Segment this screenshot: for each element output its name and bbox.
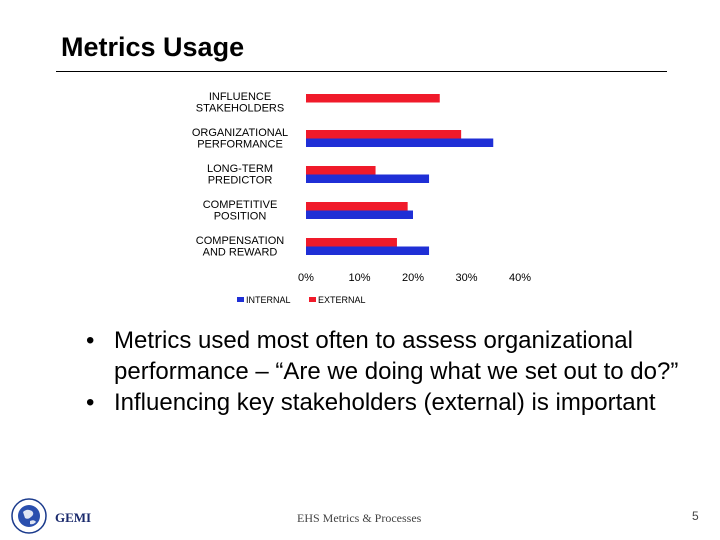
category-label: COMPENSATION	[196, 235, 284, 247]
internal-legend-swatch	[237, 297, 244, 302]
internal-bar	[306, 174, 430, 183]
category-label: ORGANIZATIONAL	[192, 127, 288, 139]
category-label: COMPETITIVE	[203, 199, 278, 211]
external-bar	[306, 202, 408, 211]
x-tick-label: 30%	[455, 272, 477, 284]
category-label: PREDICTOR	[208, 175, 273, 187]
x-tick-label: 0%	[298, 272, 314, 284]
category-label: POSITION	[214, 211, 267, 223]
category-label: AND REWARD	[203, 247, 278, 259]
category-label: INFLUENCE	[209, 91, 271, 103]
bullet-marker: •	[86, 389, 95, 416]
globe-logo-icon	[11, 498, 47, 534]
x-tick-label: 40%	[509, 272, 531, 284]
external-bar	[306, 166, 376, 175]
internal-bar	[306, 210, 413, 219]
external-bar	[306, 238, 397, 247]
internal-bar	[306, 246, 430, 255]
category-label: LONG-TERM	[207, 163, 273, 175]
external-bar	[306, 130, 462, 139]
legend-label: EXTERNAL	[318, 295, 366, 305]
legend-label: INTERNAL	[246, 295, 291, 305]
title-divider	[56, 71, 667, 72]
x-tick-label: 10%	[348, 272, 370, 284]
page-number: 5	[692, 509, 699, 523]
external-legend-swatch	[309, 297, 316, 302]
slide-title: Metrics Usage	[61, 32, 245, 62]
category-label: PERFORMANCE	[197, 139, 283, 151]
x-tick-label: 20%	[402, 272, 424, 284]
internal-bar	[306, 138, 494, 147]
bullet-marker: •	[86, 327, 95, 354]
bullet-item: • Influencing key stakeholders (external…	[86, 387, 686, 418]
bullet-text: Metrics used most often to assess organi…	[114, 327, 679, 385]
external-bar	[306, 94, 440, 103]
footer-brand: GEMI	[55, 510, 92, 525]
bullet-item: • Metrics used most often to assess orga…	[86, 325, 686, 387]
bullet-text: Influencing key stakeholders (external) …	[114, 389, 656, 416]
footer-title: EHS Metrics & Processes	[297, 511, 422, 525]
bullet-list: • Metrics used most often to assess orga…	[86, 325, 686, 418]
category-label: STAKEHOLDERS	[196, 103, 284, 115]
